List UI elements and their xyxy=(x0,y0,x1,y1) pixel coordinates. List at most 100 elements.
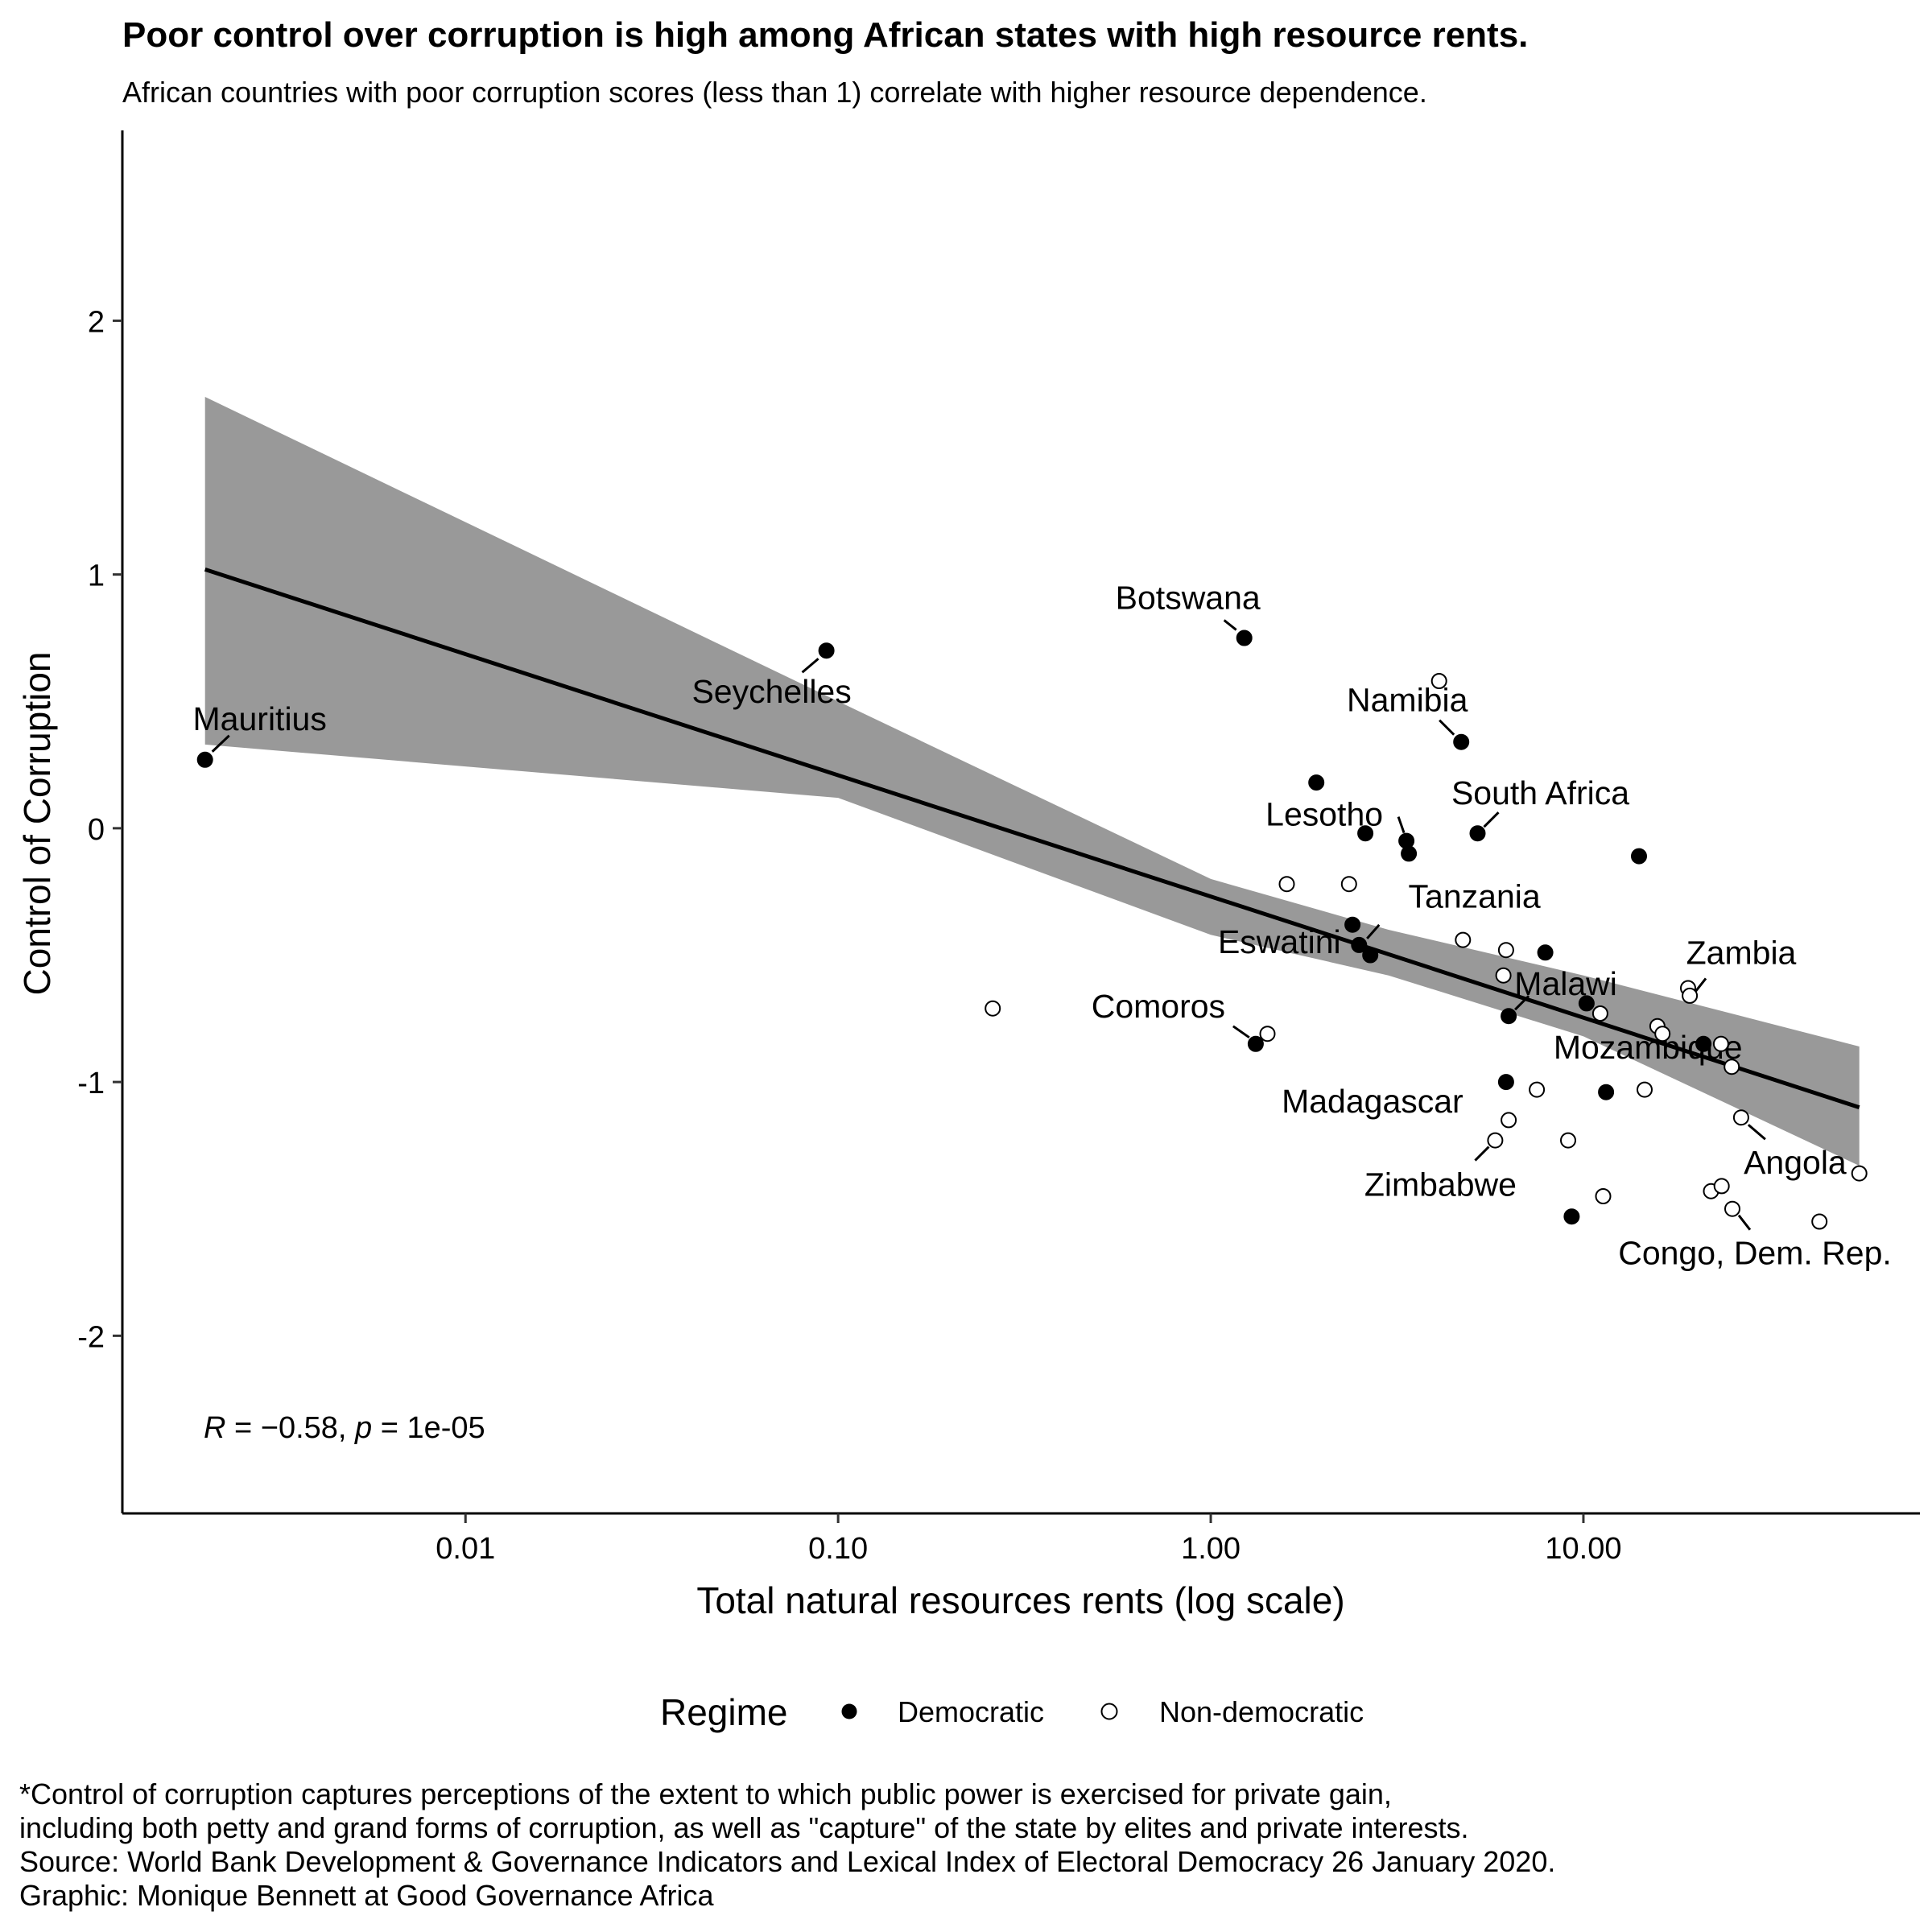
label-leader-line xyxy=(1223,619,1237,631)
country-label: Madagascar xyxy=(1282,1083,1463,1120)
label-leader-line xyxy=(1232,1025,1250,1039)
label-leader-line xyxy=(801,658,819,674)
non-democratic-point xyxy=(1811,1213,1828,1230)
non-democratic-point xyxy=(1654,1026,1671,1042)
legend: Regime Democratic Non-democratic xyxy=(660,1691,1364,1733)
caption-line-4: Graphic: Monique Bennett at Good Governa… xyxy=(19,1879,714,1912)
caption-line-1: *Control of corruption captures percepti… xyxy=(19,1777,1392,1810)
country-label: Comoros xyxy=(1092,988,1225,1025)
democratic-point xyxy=(1563,1208,1580,1225)
democratic-point xyxy=(1247,1035,1264,1052)
plot-area: MauritiusSeychellesBotswanaLesothoNamibi… xyxy=(193,397,1892,1272)
x-tick-label: 0.10 xyxy=(808,1532,868,1566)
non-democratic-point xyxy=(1430,673,1447,689)
non-democratic-point xyxy=(1724,1200,1740,1217)
x-tick-label: 1.00 xyxy=(1181,1532,1241,1566)
axes: 0.01 0.10 1.00 10.00 -2 -1 0 1 2 xyxy=(77,130,1920,1566)
democratic-point xyxy=(1631,848,1647,865)
label-leader-line xyxy=(1483,811,1500,828)
non-democratic-point xyxy=(1560,1132,1576,1149)
label-leader-line xyxy=(1514,995,1530,1011)
label-leader-line xyxy=(1737,1214,1752,1231)
non-democratic-point xyxy=(1851,1165,1868,1182)
p-symbol: p xyxy=(354,1411,372,1445)
country-label: Tanzania xyxy=(1409,877,1541,914)
democratic-point xyxy=(1453,733,1470,750)
y-tick-label: 0 xyxy=(88,813,105,847)
democratic-point xyxy=(196,751,213,768)
democratic-point xyxy=(1401,845,1418,862)
country-label: Mozambique xyxy=(1554,1029,1743,1066)
democratic-point xyxy=(1578,995,1595,1012)
non-democratic-point xyxy=(1497,942,1514,959)
democratic-point xyxy=(1236,630,1253,646)
caption-line-2: including both petty and grand forms of … xyxy=(19,1811,1469,1844)
chart-title: Poor control over corruption is high amo… xyxy=(122,15,1528,55)
non-democratic-point xyxy=(1487,1132,1504,1149)
democratic-point xyxy=(818,642,835,659)
non-democratic-point xyxy=(1455,931,1472,948)
country-label: Congo, Dem. Rep. xyxy=(1618,1235,1892,1272)
country-label: Zambia xyxy=(1686,935,1797,972)
democratic-point xyxy=(1469,825,1486,842)
democratic-point xyxy=(1497,1074,1514,1091)
legend-democratic-marker xyxy=(841,1703,857,1719)
democratic-point xyxy=(1598,1084,1615,1100)
non-democratic-point xyxy=(1732,1109,1749,1126)
country-label: South Africa xyxy=(1451,774,1629,811)
y-axis-title: Control of Corruption xyxy=(16,652,58,996)
y-tick-label: 2 xyxy=(88,305,105,339)
y-tick-label: -2 xyxy=(77,1320,105,1354)
democratic-point xyxy=(1308,774,1325,791)
non-democratic-point xyxy=(1501,1112,1517,1129)
non-democratic-point xyxy=(1637,1081,1653,1098)
correlation-annotation: R = −0.58, p = 1e-05 xyxy=(204,1411,485,1445)
legend-democratic-label: Democratic xyxy=(898,1695,1044,1728)
non-democratic-point xyxy=(1682,987,1699,1004)
democratic-point xyxy=(1344,916,1361,933)
non-democratic-point xyxy=(1591,1005,1608,1022)
country-label: Angola xyxy=(1744,1144,1847,1181)
non-democratic-point xyxy=(1724,1059,1740,1075)
label-leader-line xyxy=(1474,1146,1490,1162)
democratic-point xyxy=(1357,825,1374,842)
non-democratic-point xyxy=(1595,1188,1612,1204)
caption: *Control of corruption captures percepti… xyxy=(19,1777,1555,1912)
caption-line-3: Source: World Bank Development & Governa… xyxy=(19,1845,1555,1878)
country-label: Zimbabwe xyxy=(1364,1166,1517,1203)
data-points xyxy=(196,630,1868,1230)
y-axis-ticks: -2 -1 0 1 2 xyxy=(77,305,122,1354)
r-value: = −0.58, xyxy=(225,1411,355,1445)
x-axis-title: Total natural resources rents (log scale… xyxy=(696,1579,1344,1621)
label-leader-line xyxy=(1439,719,1455,736)
democratic-point xyxy=(1362,947,1379,964)
y-tick-label: -1 xyxy=(77,1067,105,1100)
y-tick-label: 1 xyxy=(88,559,105,593)
non-democratic-point xyxy=(1340,876,1357,893)
label-leader-line xyxy=(1397,816,1406,834)
non-democratic-point xyxy=(1713,1178,1730,1195)
democratic-point xyxy=(1537,944,1554,961)
non-democratic-point xyxy=(1495,967,1512,984)
non-democratic-point xyxy=(1259,1026,1276,1042)
p-value: = 1e-05 xyxy=(372,1411,485,1445)
non-democratic-point xyxy=(985,1000,1001,1017)
regression-line xyxy=(204,567,1860,1110)
label-leader-line xyxy=(211,734,230,753)
country-label: Botswana xyxy=(1116,580,1261,617)
democratic-point xyxy=(1501,1008,1517,1025)
non-democratic-point xyxy=(1529,1081,1546,1098)
non-democratic-point xyxy=(1278,876,1295,893)
country-label: Namibia xyxy=(1347,682,1468,719)
legend-non-democratic-marker xyxy=(1100,1703,1118,1720)
democratic-point xyxy=(1351,936,1368,953)
country-label: Mauritius xyxy=(193,700,327,737)
legend-title: Regime xyxy=(660,1691,788,1733)
country-label: Seychelles xyxy=(691,673,851,710)
chart-subtitle: African countries with poor corruption s… xyxy=(122,76,1427,109)
x-tick-label: 0.01 xyxy=(436,1532,495,1566)
country-label: Eswatini xyxy=(1218,923,1341,960)
x-tick-label: 10.00 xyxy=(1545,1532,1621,1566)
democratic-point xyxy=(1695,1035,1712,1052)
